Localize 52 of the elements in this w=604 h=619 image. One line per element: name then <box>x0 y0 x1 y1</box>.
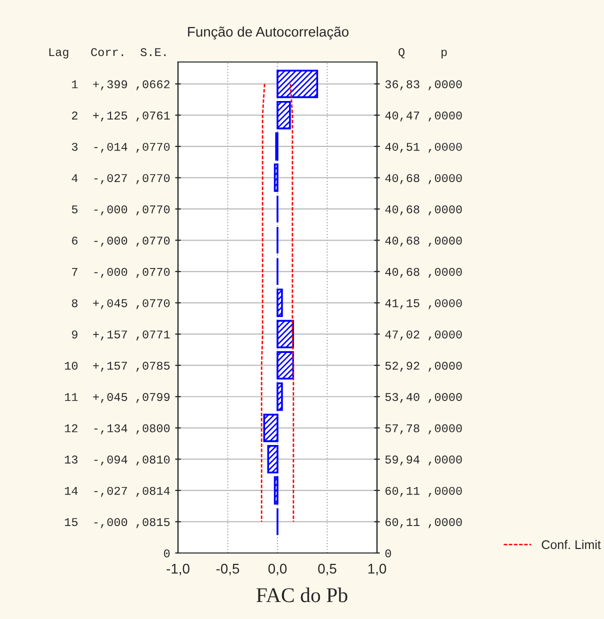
bar <box>276 382 283 411</box>
y2-tick-label: 0 <box>385 549 391 558</box>
bar <box>274 476 278 505</box>
y-tick-label: 5 -,000 ,0770 <box>72 205 170 216</box>
y2-tick-label: 47,02 ,0000 <box>385 330 462 340</box>
y-tick-label: 8 +,045 ,0770 <box>72 299 170 310</box>
y2-tick-label: 53,40 ,0000 <box>385 393 462 403</box>
y-tick-label: 10 +,157 ,0785 <box>64 362 170 372</box>
bar <box>276 288 283 318</box>
y-tick-label: 2 +,125 ,0761 <box>72 112 170 122</box>
bar <box>263 414 278 442</box>
y2-tick-label: 41,15 ,0000 <box>385 299 462 310</box>
y2-tick-label: 57,78 ,0000 <box>385 424 462 434</box>
y2-tick-label: 60,11 ,0000 <box>386 486 462 497</box>
y-tick-label: 7 -,000 ,0770 <box>72 268 170 278</box>
bar <box>276 351 294 380</box>
y-tick-label: 12 -,134 ,0800 <box>64 424 170 434</box>
text: FAC do Pb <box>256 588 348 602</box>
y-tick-label: 4 -,027 ,0770 <box>72 174 170 184</box>
bar <box>274 164 278 192</box>
y-tick-label: 14 -,027 ,0814 <box>64 486 170 497</box>
y2-tick-label: 40,47 ,0000 <box>385 112 462 122</box>
y-tick-label: 3 -,014 ,0770 <box>72 142 170 153</box>
x-tick-label: 0,5 <box>318 564 336 576</box>
y-tick-label: 13 -,094 ,0810 <box>64 456 170 466</box>
y2-axis-title: Q p <box>398 48 447 59</box>
y2-tick-label: 40,51 ,0000 <box>385 142 462 153</box>
y-tick-label: 11 +,045 ,0799 <box>64 393 170 403</box>
y2-tick-label: 40,68 ,0000 <box>385 236 462 247</box>
legend-label: Conf. Limit <box>542 540 601 550</box>
y-tick-label: 0 <box>164 549 170 558</box>
y2-tick-label: 60,11 ,0000 <box>386 518 462 528</box>
y-tick-label: 9 +,157 ,0771 <box>72 330 170 340</box>
y2-tick-label: 59,94 ,0000 <box>385 456 462 466</box>
x-tick-label: -0,5 <box>216 564 240 576</box>
chart-title: Função de Autocorrelação <box>188 26 348 40</box>
bar <box>267 444 278 474</box>
x-tick-label: 1,0 <box>368 564 386 576</box>
y2-tick-label: 40,68 ,0000 <box>385 205 462 216</box>
bar <box>276 100 291 130</box>
y2-tick-label: 40,68 ,0000 <box>385 268 462 278</box>
bar <box>276 70 318 98</box>
y2-tick-label: 36,83 ,0000 <box>385 80 462 90</box>
y2-tick-label: 52,92 ,0000 <box>385 362 462 372</box>
bar <box>276 320 294 348</box>
y-axis-title: Lag Corr. S.E. <box>49 48 166 58</box>
y-tick-label: 6 -,000 ,0770 <box>72 236 170 247</box>
x-tick-label: 0,0 <box>268 564 287 576</box>
x-tick-label: -1,0 <box>166 564 190 576</box>
y2-tick-label: 40,68 ,0000 <box>385 174 462 184</box>
y-tick-label: 1 +,399 ,0662 <box>72 80 170 90</box>
y-tick-label: 15 -,000 ,0815 <box>64 518 170 528</box>
